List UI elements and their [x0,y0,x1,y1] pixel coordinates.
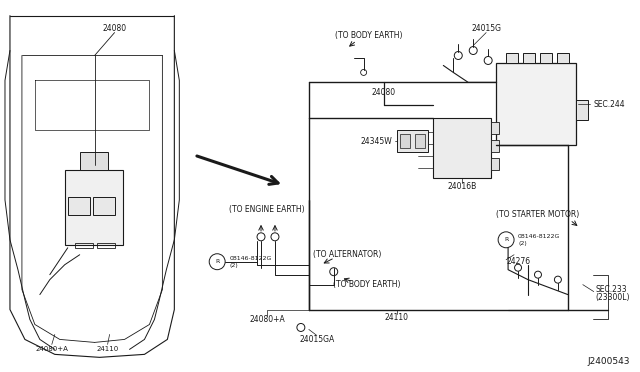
Text: (TO BODY EARTH): (TO BODY EARTH) [333,280,401,289]
Text: (2): (2) [518,241,527,246]
Text: 24110: 24110 [97,346,119,352]
Bar [97,243,115,248]
Bar [433,118,491,178]
Bar [496,64,576,145]
Text: 24015G: 24015G [471,24,501,33]
Bar [65,170,122,245]
Text: SEC.233: SEC.233 [596,285,627,294]
Bar [540,54,552,64]
Text: J2400543: J2400543 [588,357,630,366]
Text: 24080+A: 24080+A [249,315,285,324]
Text: (TO BODY EARTH): (TO BODY EARTH) [335,31,403,40]
Bar [397,130,428,152]
Text: R: R [215,259,220,264]
Bar [576,100,588,120]
Bar [68,197,90,215]
Text: (TO ENGINE EARTH): (TO ENGINE EARTH) [229,205,305,214]
Circle shape [106,220,109,223]
Text: 08146-8122G: 08146-8122G [229,256,271,261]
Text: R: R [504,237,508,242]
Text: 24276: 24276 [506,257,530,266]
Circle shape [98,220,101,223]
Text: (TO STARTER MOTOR): (TO STARTER MOTOR) [497,211,580,219]
Text: 24016B: 24016B [447,182,477,190]
Bar [491,140,499,152]
Text: 24080: 24080 [102,24,127,33]
Bar [401,134,410,148]
Text: (2): (2) [229,263,238,268]
Text: 24080+A: 24080+A [35,346,68,352]
Text: SEC.244: SEC.244 [594,100,625,109]
Text: 24015GA: 24015GA [299,335,335,344]
Bar [523,54,535,64]
Text: 24345W: 24345W [361,137,392,146]
Text: 24110: 24110 [385,313,408,322]
Bar [80,152,108,170]
Circle shape [209,254,225,270]
Circle shape [88,220,91,223]
Text: 08146-8122G: 08146-8122G [518,234,561,239]
Bar [506,54,518,64]
Bar [557,54,569,64]
Text: (TO ALTERNATOR): (TO ALTERNATOR) [312,250,381,259]
Bar [75,243,93,248]
Bar [491,122,499,134]
Text: 24080: 24080 [371,88,396,97]
Circle shape [498,232,514,248]
Text: (23300L): (23300L) [596,293,630,302]
Circle shape [80,220,83,223]
Bar [93,197,115,215]
Bar [415,134,426,148]
Bar [491,158,499,170]
